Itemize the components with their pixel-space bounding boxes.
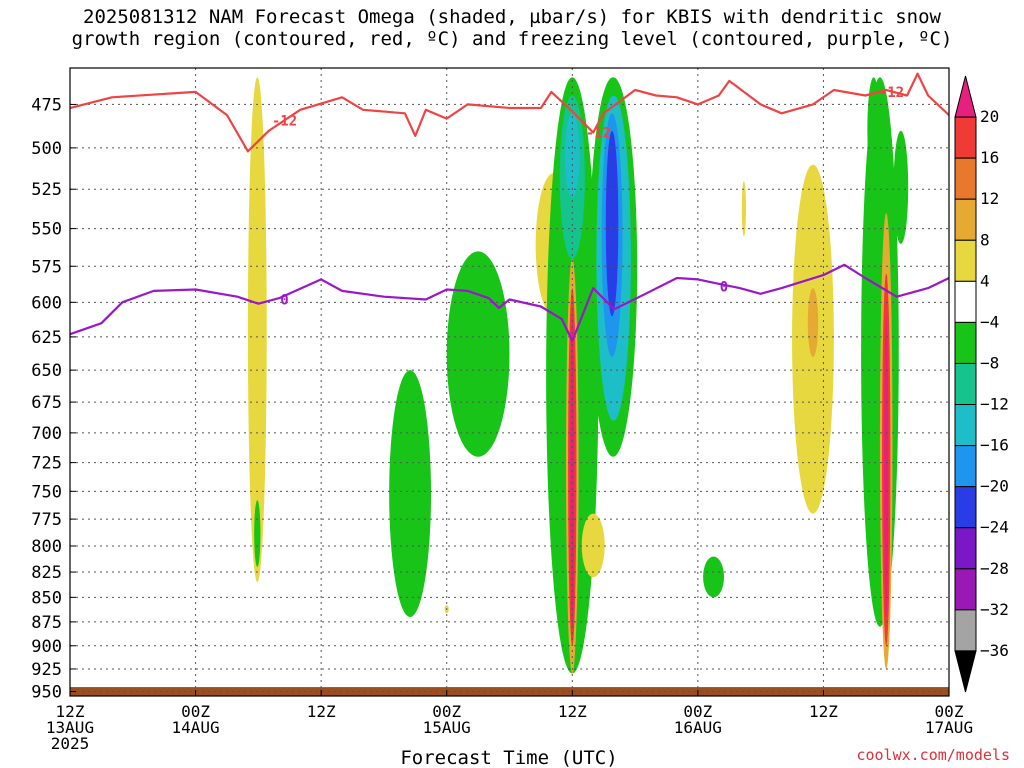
colorbar-label: −36 bbox=[980, 641, 1009, 660]
x-tick-label: 00Z bbox=[181, 702, 210, 721]
colorbar-swatch bbox=[954, 280, 977, 323]
omega-shaded-region bbox=[247, 77, 267, 583]
omega-shaded-region bbox=[605, 130, 619, 317]
y-tick-label: 700 bbox=[31, 424, 62, 444]
chart-title-line-2: growth region (contoured, red, ºC) and f… bbox=[71, 28, 953, 50]
omega-shaded-region bbox=[446, 251, 510, 457]
plot-frame bbox=[69, 67, 950, 697]
omega-shaded-region bbox=[564, 113, 580, 198]
x-tick-label: 14AUG bbox=[171, 718, 219, 737]
x-tick-label: 17AUG bbox=[925, 718, 973, 737]
x-tick-label: 15AUG bbox=[423, 718, 471, 737]
contour-label: -12 bbox=[272, 113, 297, 129]
x-tick-label: 16AUG bbox=[674, 718, 722, 737]
y-tick-label: 575 bbox=[31, 257, 62, 277]
colorbar-label: 8 bbox=[980, 230, 990, 249]
y-tick-label: 525 bbox=[31, 180, 62, 200]
y-tick-label: 900 bbox=[31, 637, 62, 657]
contour-label: -12 bbox=[879, 85, 904, 101]
omega-shaded-region bbox=[703, 556, 725, 598]
colorbar-label: 20 bbox=[980, 107, 999, 126]
y-tick-label: 675 bbox=[31, 393, 62, 413]
colorbar-label: −32 bbox=[980, 600, 1009, 619]
y-tick-label: 750 bbox=[31, 482, 62, 502]
omega-shaded-region bbox=[389, 370, 432, 618]
x-tick-label: 00Z bbox=[432, 702, 461, 721]
colorbar-swatch bbox=[954, 198, 977, 241]
contour-label: 0 bbox=[720, 280, 728, 296]
contour-line--12 bbox=[70, 72, 949, 153]
contour-line-0 bbox=[70, 263, 949, 342]
y-tick-label: 800 bbox=[31, 537, 62, 557]
x-axis-label: Forecast Time (UTC) bbox=[400, 747, 617, 768]
colorbar-label: 16 bbox=[980, 148, 999, 167]
y-tick-label: 625 bbox=[31, 328, 62, 348]
colorbar-swatch bbox=[954, 527, 977, 570]
colorbar-swatch bbox=[954, 239, 977, 282]
omega-shaded-region bbox=[807, 288, 819, 357]
colorbar-swatch bbox=[954, 75, 977, 118]
colorbar-swatch bbox=[954, 157, 977, 200]
colorbar-label: 4 bbox=[980, 271, 990, 290]
y-tick-label: 650 bbox=[31, 361, 62, 381]
x-tick-label: 13AUG bbox=[46, 718, 94, 737]
colorbar-swatch bbox=[954, 404, 977, 447]
x-tick-label: 2025 bbox=[51, 734, 90, 753]
chart-title-line-1: 2025081312 NAM Forecast Omega (shaded, µ… bbox=[83, 6, 941, 28]
y-tick-label: 925 bbox=[31, 660, 62, 680]
colorbar-swatch bbox=[954, 486, 977, 529]
colorbar-swatch bbox=[954, 116, 977, 159]
colorbar-swatch bbox=[954, 362, 977, 406]
colorbar-swatch bbox=[954, 445, 977, 488]
omega-shaded-region bbox=[867, 77, 880, 182]
colorbar-swatch bbox=[954, 321, 977, 364]
colorbar-label: 12 bbox=[980, 189, 999, 208]
x-tick-label: 12Z bbox=[56, 702, 85, 721]
omega-shaded-region bbox=[861, 77, 899, 627]
x-tick-label: 12Z bbox=[809, 702, 838, 721]
x-tick-label: 12Z bbox=[558, 702, 587, 721]
omega-shaded-region bbox=[741, 181, 746, 237]
omega-shaded-region bbox=[581, 513, 605, 578]
contour-label: 0 bbox=[280, 292, 288, 308]
colorbar-label: −28 bbox=[980, 559, 1009, 578]
colorbar-swatch bbox=[954, 609, 977, 652]
y-tick-label: 775 bbox=[31, 510, 62, 530]
colorbar-label: −16 bbox=[980, 436, 1009, 455]
colorbar-label: −4 bbox=[980, 312, 999, 331]
omega-shaded-region bbox=[893, 130, 909, 244]
colorbar-label: −20 bbox=[980, 477, 1009, 496]
y-tick-label: 475 bbox=[31, 95, 62, 115]
x-tick-label: 00Z bbox=[683, 702, 712, 721]
x-tick-label: 12Z bbox=[307, 702, 336, 721]
y-tick-label: 725 bbox=[31, 454, 62, 474]
y-tick-label: 875 bbox=[31, 613, 62, 633]
colorbar-swatch bbox=[954, 568, 977, 611]
omega-shaded-region bbox=[254, 500, 261, 567]
omega-shaded-region bbox=[884, 316, 889, 618]
x-tick-label: 00Z bbox=[935, 702, 964, 721]
y-tick-label: 825 bbox=[31, 563, 62, 583]
y-tick-label: 550 bbox=[31, 220, 62, 240]
colorbar-swatch bbox=[954, 650, 977, 693]
credit-text: coolwx.com/models bbox=[856, 746, 1010, 764]
y-tick-label: 500 bbox=[31, 139, 62, 159]
colorbar-label: −8 bbox=[980, 353, 999, 372]
colorbar-label: −24 bbox=[980, 518, 1009, 537]
contour-label: -12 bbox=[586, 125, 611, 141]
y-tick-label: 600 bbox=[31, 293, 62, 313]
y-tick-label: 950 bbox=[31, 683, 62, 703]
colorbar-label: −12 bbox=[980, 395, 1009, 414]
y-tick-label: 850 bbox=[31, 588, 62, 608]
